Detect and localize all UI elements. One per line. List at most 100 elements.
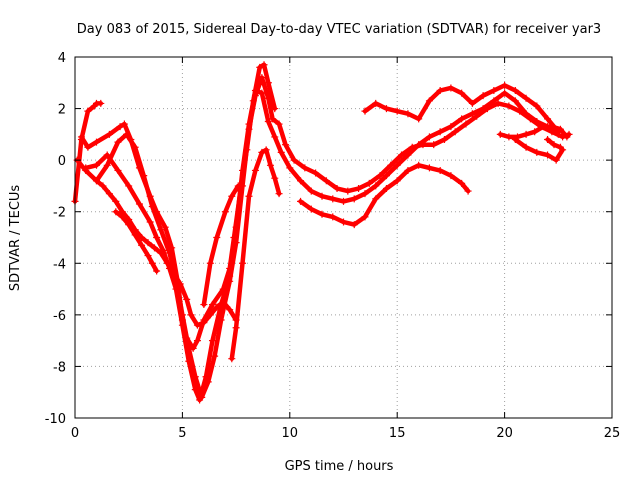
data-point-marker	[144, 252, 152, 260]
series-track-10	[361, 81, 562, 136]
data-point-marker	[200, 319, 208, 327]
data-point-marker	[552, 156, 560, 164]
grid-lines	[75, 57, 612, 418]
data-point-marker	[219, 298, 227, 306]
data-point-marker	[365, 179, 373, 187]
data-point-marker	[531, 128, 539, 136]
data-point-marker	[361, 213, 369, 221]
data-point-marker	[397, 151, 405, 159]
data-point-marker	[200, 301, 208, 309]
data-point-marker	[533, 102, 541, 110]
y-tick-label: 0	[58, 154, 66, 169]
data-point-marker	[556, 125, 564, 133]
data-point-marker	[533, 117, 541, 125]
data-point-marker	[131, 231, 139, 239]
data-point-marker	[84, 143, 92, 151]
x-tick-label: 20	[496, 426, 513, 441]
data-point-marker	[144, 239, 152, 247]
data-point-marker	[544, 136, 552, 144]
data-point-marker	[511, 87, 519, 95]
x-tick-label: 10	[282, 426, 299, 441]
data-point-marker	[404, 166, 412, 174]
data-point-marker	[172, 285, 180, 293]
data-point-marker	[256, 63, 264, 71]
data-point-marker	[312, 169, 320, 177]
series-track-6	[112, 208, 161, 275]
data-point-marker	[84, 107, 92, 115]
data-point-marker	[211, 352, 219, 360]
data-point-marker	[105, 190, 113, 198]
data-point-marker	[436, 166, 444, 174]
series-track-12	[511, 136, 567, 164]
data-point-marker	[125, 182, 133, 190]
data-point-marker	[228, 355, 236, 363]
data-point-marker	[318, 192, 326, 200]
data-point-marker	[258, 148, 266, 156]
data-point-marker	[468, 110, 476, 118]
data-point-marker	[329, 213, 337, 221]
data-point-marker	[297, 177, 305, 185]
series-track	[74, 75, 572, 400]
data-point-marker	[333, 185, 341, 193]
data-point-marker	[131, 143, 139, 151]
data-point-marker	[355, 185, 363, 193]
data-point-marker	[425, 97, 433, 105]
data-point-marker	[185, 357, 193, 365]
data-point-marker	[92, 138, 100, 146]
data-point-marker	[258, 89, 266, 97]
data-point-marker	[436, 87, 444, 95]
data-point-marker	[266, 161, 274, 169]
data-point-marker	[277, 148, 285, 156]
y-tick-label: -10	[45, 412, 66, 427]
data-point-marker	[239, 166, 247, 174]
data-point-marker	[245, 192, 253, 200]
axis-ticks: 0 5 10 15 20 25 -10 -8 -6 -4 -2 0 2 4	[45, 51, 621, 441]
data-point-marker	[105, 130, 113, 138]
data-point-marker	[135, 200, 143, 208]
data-point-marker	[436, 128, 444, 136]
data-point-marker	[372, 99, 380, 107]
data-point-marker	[494, 99, 502, 107]
data-point-marker	[196, 396, 204, 404]
data-point-marker	[157, 226, 165, 234]
data-point-marker	[275, 190, 283, 198]
plot-frame	[74, 56, 613, 419]
data-point-marker	[533, 148, 541, 156]
data-point-marker	[440, 136, 448, 144]
data-point-marker	[213, 234, 221, 241]
data-point-marker	[166, 249, 174, 257]
data-point-marker	[125, 221, 133, 229]
data-point-marker	[297, 197, 305, 205]
data-point-marker	[522, 94, 530, 102]
y-tick-label: 2	[58, 103, 66, 118]
data-point-marker	[505, 102, 513, 110]
data-point-marker	[226, 306, 234, 314]
data-point-marker	[511, 97, 519, 105]
data-point-marker	[153, 234, 161, 241]
data-point-marker	[501, 81, 509, 89]
data-point-marker	[447, 172, 455, 180]
data-point-marker	[92, 161, 100, 169]
data-point-marker	[92, 177, 100, 185]
data-point-marker	[458, 115, 466, 123]
data-point-marker	[150, 244, 158, 252]
data-point-marker	[234, 182, 242, 190]
data-point-marker	[544, 115, 552, 123]
x-tick-label: 5	[178, 426, 186, 441]
data-point-marker	[116, 123, 124, 131]
series-track	[513, 137, 565, 163]
x-tick-label: 0	[71, 426, 79, 441]
y-tick-label: -8	[53, 360, 66, 375]
data-point-marker	[251, 87, 259, 95]
data-point-marker	[329, 195, 337, 203]
data-point-marker	[103, 161, 111, 169]
data-point-marker	[258, 74, 266, 82]
series-track	[201, 183, 241, 307]
data-point-marker	[322, 177, 330, 185]
data-point-marker	[458, 89, 466, 97]
data-point-marker	[286, 164, 294, 172]
data-point-marker	[262, 146, 270, 154]
data-point-marker	[382, 185, 390, 193]
data-point-marker	[550, 141, 558, 149]
data-point-marker	[522, 143, 530, 151]
